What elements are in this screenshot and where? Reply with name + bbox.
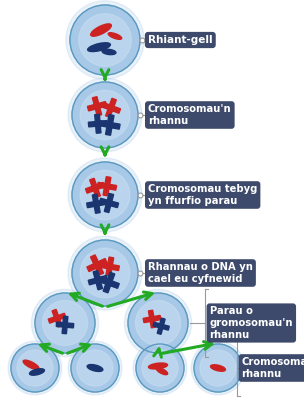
Polygon shape — [99, 121, 120, 129]
Polygon shape — [88, 275, 107, 285]
Polygon shape — [106, 257, 114, 276]
Polygon shape — [100, 263, 119, 271]
Text: Cromosomau tebyg
yn ffurfio parau: Cromosomau tebyg yn ffurfio parau — [148, 184, 257, 206]
Polygon shape — [91, 255, 104, 275]
Polygon shape — [104, 193, 114, 213]
Text: Rhannau o DNA yn
cael eu cyfnewid: Rhannau o DNA yn cael eu cyfnewid — [148, 262, 253, 284]
Ellipse shape — [72, 240, 138, 306]
Polygon shape — [93, 271, 102, 290]
Ellipse shape — [80, 248, 130, 298]
Polygon shape — [87, 259, 107, 271]
Ellipse shape — [71, 344, 119, 392]
Polygon shape — [48, 313, 66, 323]
Ellipse shape — [68, 236, 142, 310]
Ellipse shape — [200, 350, 236, 386]
Ellipse shape — [80, 90, 130, 140]
Text: Parau o
gromosomau'n
rhannu: Parau o gromosomau'n rhannu — [209, 306, 293, 339]
Ellipse shape — [133, 341, 187, 395]
Polygon shape — [95, 114, 101, 133]
Ellipse shape — [68, 341, 122, 395]
Ellipse shape — [87, 365, 103, 371]
Polygon shape — [105, 115, 114, 135]
Ellipse shape — [136, 300, 181, 345]
Polygon shape — [99, 277, 119, 288]
Polygon shape — [105, 98, 116, 117]
Ellipse shape — [77, 350, 113, 386]
Polygon shape — [157, 318, 165, 334]
Polygon shape — [62, 316, 68, 334]
Polygon shape — [153, 322, 169, 330]
Ellipse shape — [79, 14, 131, 66]
Ellipse shape — [142, 350, 178, 386]
Polygon shape — [90, 178, 100, 197]
Ellipse shape — [43, 300, 88, 345]
Ellipse shape — [11, 344, 59, 392]
Text: Rhiant-gell: Rhiant-gell — [148, 35, 212, 45]
Polygon shape — [102, 102, 120, 113]
Polygon shape — [88, 101, 107, 111]
Ellipse shape — [29, 369, 44, 375]
Ellipse shape — [23, 360, 39, 369]
Polygon shape — [103, 272, 115, 293]
Ellipse shape — [148, 363, 168, 369]
Polygon shape — [52, 309, 62, 327]
Ellipse shape — [68, 158, 142, 232]
Ellipse shape — [194, 344, 242, 392]
Ellipse shape — [108, 33, 122, 39]
Ellipse shape — [70, 5, 140, 75]
Ellipse shape — [68, 78, 142, 152]
Polygon shape — [88, 121, 107, 127]
Text: Cromosomau'n
rhannu: Cromosomau'n rhannu — [148, 104, 232, 126]
Polygon shape — [56, 322, 74, 328]
Polygon shape — [103, 177, 111, 196]
Ellipse shape — [124, 289, 192, 357]
Ellipse shape — [191, 341, 245, 395]
Ellipse shape — [8, 341, 62, 395]
Ellipse shape — [31, 289, 98, 357]
Ellipse shape — [72, 162, 138, 228]
Text: Cromosomau'n
rhannu: Cromosomau'n rhannu — [242, 357, 304, 379]
Polygon shape — [143, 315, 161, 323]
Ellipse shape — [72, 82, 138, 148]
Ellipse shape — [156, 368, 168, 375]
Ellipse shape — [136, 344, 184, 392]
Polygon shape — [92, 97, 102, 116]
Polygon shape — [85, 182, 105, 193]
Ellipse shape — [35, 293, 95, 353]
Ellipse shape — [17, 350, 53, 386]
Polygon shape — [97, 182, 116, 190]
Polygon shape — [87, 200, 106, 208]
Ellipse shape — [66, 1, 144, 79]
Ellipse shape — [211, 365, 226, 371]
Ellipse shape — [128, 293, 188, 353]
Polygon shape — [92, 194, 100, 213]
Ellipse shape — [91, 24, 111, 36]
Ellipse shape — [102, 49, 116, 55]
Polygon shape — [148, 310, 156, 328]
Polygon shape — [99, 198, 119, 208]
Ellipse shape — [88, 43, 110, 52]
Ellipse shape — [80, 170, 130, 220]
